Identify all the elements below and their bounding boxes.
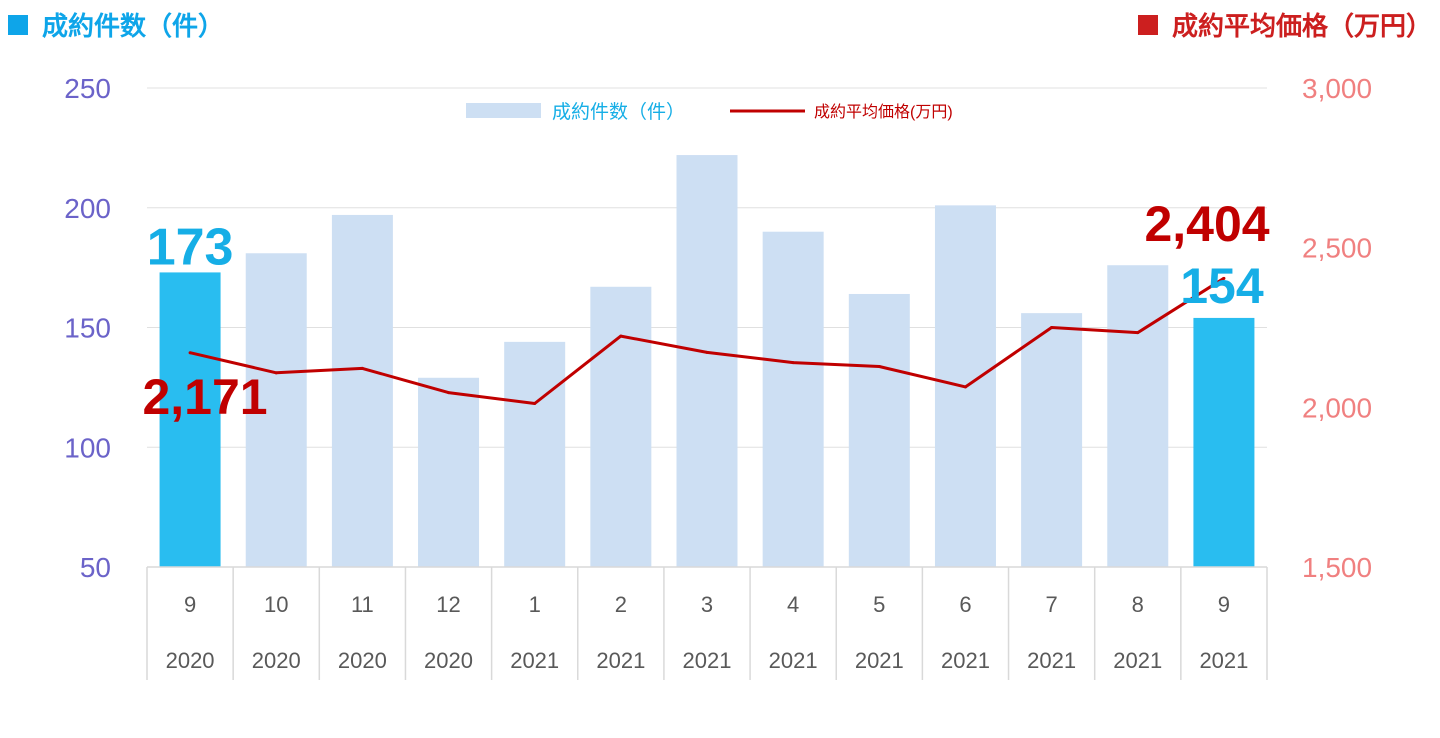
line-point bbox=[360, 366, 364, 370]
x-tick-month: 4 bbox=[787, 592, 799, 617]
line-point bbox=[188, 351, 192, 355]
data-annotation: 154 bbox=[1180, 258, 1264, 314]
bar bbox=[1193, 317, 1255, 567]
x-tick-month: 11 bbox=[351, 592, 374, 617]
legend-line-label: 成約平均価格(万円) bbox=[814, 103, 953, 121]
right-axis-header: 成約平均価格（万円） bbox=[1137, 6, 1432, 43]
x-tick-year: 2021 bbox=[1027, 648, 1076, 673]
left-y-tick-label: 50 bbox=[80, 552, 111, 583]
bar bbox=[848, 293, 910, 567]
x-tick-year: 2021 bbox=[769, 648, 818, 673]
x-tick-month: 9 bbox=[1218, 592, 1230, 617]
line-point bbox=[274, 371, 278, 375]
left-y-tick-label: 250 bbox=[64, 73, 111, 104]
x-tick-year: 2020 bbox=[252, 648, 301, 673]
bar bbox=[245, 253, 307, 567]
right-y-tick-label: 3,000 bbox=[1302, 73, 1372, 104]
bar bbox=[1107, 265, 1169, 567]
x-tick-year: 2020 bbox=[424, 648, 473, 673]
x-tick-year: 2021 bbox=[941, 648, 990, 673]
x-tick-month: 10 bbox=[264, 592, 288, 617]
bar bbox=[590, 286, 652, 567]
right-y-tick-label: 2,000 bbox=[1302, 392, 1372, 423]
line-point bbox=[791, 361, 795, 365]
x-tick-month: 3 bbox=[701, 592, 713, 617]
line-point bbox=[1136, 331, 1140, 335]
data-annotation: 173 bbox=[147, 218, 234, 276]
line-point bbox=[447, 391, 451, 395]
x-tick-month: 5 bbox=[873, 592, 885, 617]
bar bbox=[676, 155, 738, 567]
right-y-tick-label: 1,500 bbox=[1302, 552, 1372, 583]
left-y-tick-label: 100 bbox=[64, 432, 111, 463]
x-tick-year: 2021 bbox=[855, 648, 904, 673]
x-tick-month: 2 bbox=[615, 592, 627, 617]
line-point bbox=[963, 385, 967, 389]
line-point bbox=[619, 334, 623, 338]
x-tick-year: 2020 bbox=[166, 648, 215, 673]
x-tick-month: 7 bbox=[1045, 592, 1057, 617]
line-point bbox=[705, 350, 709, 354]
blue-square-icon bbox=[8, 14, 28, 35]
x-tick-year: 2021 bbox=[683, 648, 732, 673]
x-tick-year: 2021 bbox=[596, 648, 645, 673]
line-point bbox=[1222, 276, 1226, 280]
data-annotation: 2,171 bbox=[142, 369, 267, 425]
x-tick-year: 2021 bbox=[510, 648, 559, 673]
left-axis-header-text: 成約件数（件） bbox=[42, 12, 225, 42]
right-axis-header-text: 成約平均価格（万円） bbox=[1171, 12, 1432, 42]
bar bbox=[331, 214, 393, 567]
x-tick-month: 8 bbox=[1132, 592, 1144, 617]
x-tick-month: 12 bbox=[436, 592, 460, 617]
x-tick-month: 6 bbox=[959, 592, 971, 617]
right-y-tick-label: 2,500 bbox=[1302, 233, 1372, 264]
line-point bbox=[1050, 326, 1054, 329]
left-y-tick-label: 150 bbox=[64, 313, 111, 344]
legend-bar-swatch bbox=[466, 103, 541, 118]
red-square-icon bbox=[1137, 14, 1158, 35]
x-tick-month: 9 bbox=[184, 592, 196, 617]
bar bbox=[1021, 313, 1083, 567]
line-point bbox=[877, 364, 881, 368]
x-tick-year: 2020 bbox=[338, 648, 387, 673]
left-y-tick-label: 200 bbox=[64, 193, 111, 224]
x-tick-month: 1 bbox=[529, 592, 541, 617]
x-tick-year: 2021 bbox=[1199, 648, 1248, 673]
bar bbox=[418, 377, 480, 567]
bar bbox=[762, 231, 824, 567]
legend-bar-label: 成約件数（件） bbox=[552, 101, 685, 123]
line-point bbox=[533, 402, 537, 406]
x-tick-year: 2021 bbox=[1113, 648, 1162, 673]
bar bbox=[504, 341, 566, 567]
data-annotation: 2,404 bbox=[1144, 196, 1269, 252]
bar bbox=[159, 272, 221, 567]
left-axis-header: 成約件数（件） bbox=[8, 6, 224, 43]
